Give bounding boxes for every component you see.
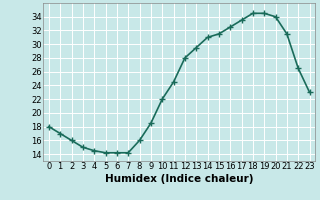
X-axis label: Humidex (Indice chaleur): Humidex (Indice chaleur): [105, 174, 253, 184]
